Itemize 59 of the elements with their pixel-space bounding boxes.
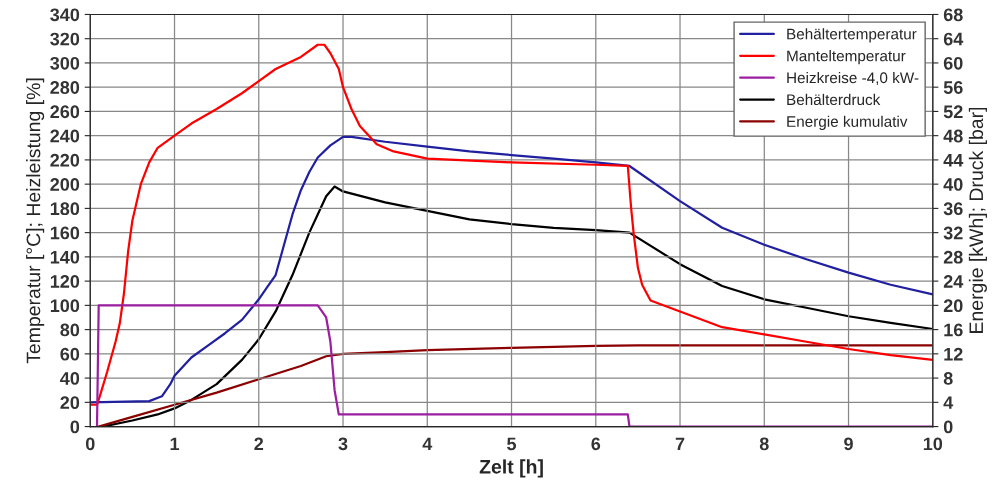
x-tick-label: 1 (170, 437, 180, 451)
y-tick-label: 120 (50, 275, 80, 288)
y2-tick-label: 32 (943, 226, 963, 240)
y-tick-label: 340 (50, 8, 80, 22)
y-tick-label: 200 (50, 178, 80, 191)
y2-tick-label: 64 (943, 32, 964, 46)
x-tick-label: 7 (675, 437, 685, 451)
y-tick-label: 40 (60, 372, 80, 385)
y-tick-label: 320 (50, 32, 80, 46)
y-tick-label: 280 (50, 81, 80, 94)
x-tick-label: 10 (923, 437, 943, 451)
x-tick-label: 6 (591, 437, 601, 451)
x-tick-label: 2 (254, 437, 264, 451)
x-tick-label: 9 (844, 437, 853, 451)
y2-tick-label: 0 (943, 420, 953, 434)
y2-tick-label: 56 (943, 81, 963, 94)
y2-tick-label: 52 (943, 105, 963, 119)
y2-tick-label: 4 (943, 396, 954, 409)
x-tick-label: 0 (85, 437, 95, 451)
y2-tick-label: 20 (943, 299, 963, 313)
y2-axis-title: Energie [kWh]; Druck [bar] (968, 107, 987, 333)
y2-tick-label: 28 (943, 250, 963, 264)
legend-label: Behältertemperatur (787, 28, 917, 43)
line-series (97, 344, 933, 427)
y2-tick-label: 16 (944, 323, 963, 337)
y2-tick-label: 36 (943, 202, 963, 216)
y-tick-label: 140 (50, 250, 80, 264)
y2-tick-label: 48 (943, 129, 963, 143)
legend-label: Heizkreise -4,0 kW- (787, 71, 919, 85)
y2-tick-label: 60 (943, 56, 963, 70)
line-series (95, 304, 933, 427)
y-tick-label: 20 (60, 396, 80, 410)
legend-label: Behälterdruck (787, 93, 881, 106)
y-tick-label: 160 (50, 226, 80, 240)
y-tick-label: 80 (60, 323, 80, 337)
y2-tick-label: 8 (943, 372, 953, 385)
y-tick-label: 100 (50, 299, 80, 313)
y2-tick-label: 12 (944, 347, 963, 361)
x-tick-label: 3 (338, 437, 348, 451)
legend-label: Energie kumulativ (787, 115, 908, 130)
x-tick-label: 8 (759, 437, 769, 451)
y-tick-label: 240 (50, 129, 80, 143)
y2-tick-label: 24 (943, 275, 964, 288)
y2-tick-label: 44 (943, 154, 964, 167)
y-axis-title: Temperatur [°C]; Heizleistung [%] (26, 78, 45, 364)
y2-tick-label: 40 (943, 178, 963, 191)
y-tick-label: 180 (50, 202, 80, 216)
line-series (90, 135, 933, 404)
x-axis-title: Zelt [h] (479, 459, 543, 478)
legend-label: Manteltemperatur (787, 50, 906, 65)
x-tick-label: 5 (507, 437, 517, 451)
y-tick-label: 220 (50, 153, 80, 167)
y-tick-label: 60 (60, 347, 80, 361)
y2-tick-label: 68 (943, 8, 963, 22)
line-series (90, 43, 933, 406)
y-tick-label: 260 (50, 105, 80, 119)
x-tick-label: 4 (422, 437, 433, 451)
y-tick-label: 0 (70, 420, 80, 434)
y-tick-label: 300 (50, 56, 80, 70)
